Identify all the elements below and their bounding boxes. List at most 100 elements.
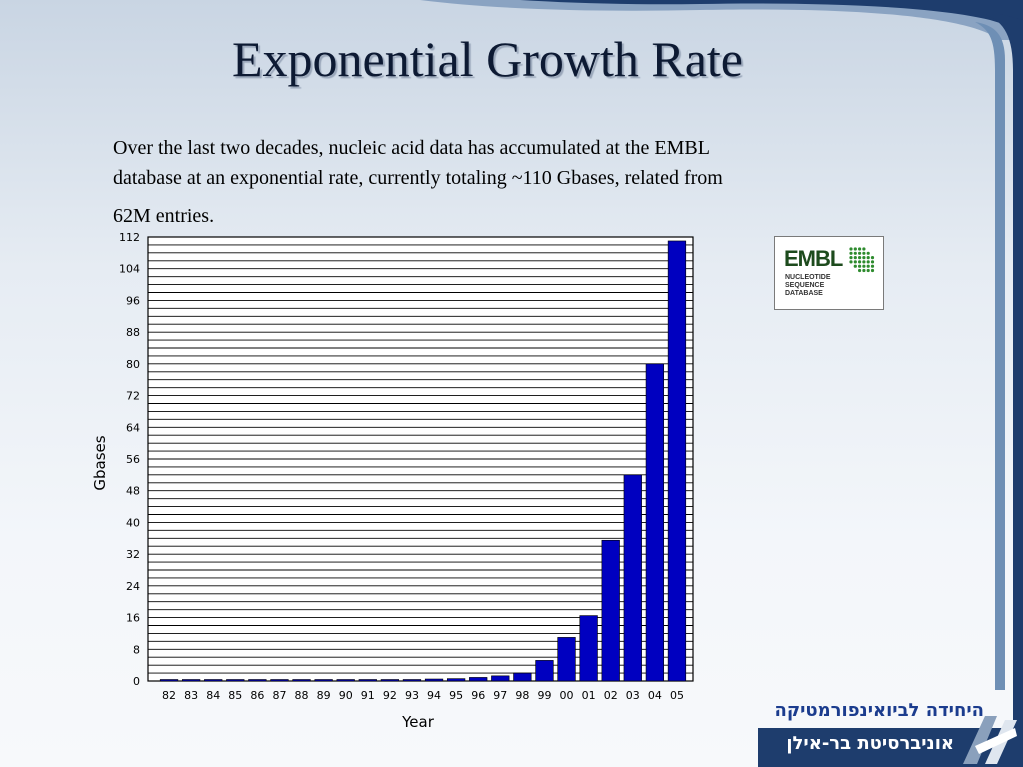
embl-dot (858, 268, 862, 273)
x-axis-label: Year (401, 713, 435, 731)
embl-dot (870, 264, 875, 268)
x-tick-label: 88 (295, 689, 309, 702)
embl-logo-sub: DATABASE (785, 290, 823, 297)
bar-93 (402, 679, 422, 682)
university-name-label: אוניברסיטת בר-אילן (786, 733, 954, 754)
description-line: Over the last two decades, nucleic acid … (113, 137, 710, 159)
embl-logo-sub: NUCLEOTIDE (785, 274, 831, 281)
bar-87 (270, 679, 289, 682)
x-tick-label: 93 (405, 689, 419, 702)
x-tick-label: 83 (184, 689, 198, 702)
y-tick-label: 88 (126, 326, 140, 339)
y-tick-label: 72 (126, 390, 140, 403)
description-line: database at an exponential rate, current… (113, 167, 723, 189)
x-tick-label: 04 (648, 689, 662, 702)
x-tick-label: 98 (515, 689, 529, 702)
y-tick-label: 48 (126, 485, 140, 498)
embl-dot (853, 247, 857, 251)
embl-dots-icon (849, 247, 875, 273)
embl-dot (870, 256, 875, 260)
y-axis-ticks: 0 8 16 24 32 40 48 56 64 72 80 88 96 104 112 (119, 231, 140, 688)
embl-dot (862, 256, 866, 260)
frame-top-band-dark (520, 0, 1023, 30)
x-tick-label: 86 (250, 689, 264, 702)
y-tick-label: 80 (126, 358, 140, 371)
embl-dot (849, 247, 853, 251)
embl-dot (858, 256, 862, 260)
embl-dot (866, 251, 870, 255)
embl-dot (858, 251, 862, 255)
bar-95 (446, 678, 466, 682)
bar-82 (159, 679, 179, 682)
bar-04 (645, 363, 665, 682)
bar-92 (380, 679, 400, 682)
embl-logo: EMBL NUCLEOTIDE SEQUENCE DATABASE (774, 236, 884, 310)
frame-right-band-light (975, 22, 1005, 690)
bar-98 (513, 672, 532, 682)
y-tick-label: 56 (126, 453, 140, 466)
bar-ilan-logo-icon (963, 716, 1017, 764)
bar-86 (248, 679, 267, 682)
embl-dot (858, 264, 862, 268)
bar-85 (226, 679, 245, 682)
y-tick-label: 24 (126, 580, 140, 593)
embl-dot (862, 268, 866, 273)
embl-dot (849, 256, 853, 260)
y-tick-label: 32 (126, 548, 140, 561)
chart-grid (147, 236, 694, 682)
embl-dot (853, 251, 857, 255)
y-tick-label: 0 (133, 675, 140, 688)
x-axis-ticks: 82 83 84 85 86 87 88 89 90 91 92 93 94 95 96 97 98 99 00 01… (162, 689, 684, 702)
growth-bar-chart: 0 8 16 24 32 40 48 56 64 72 80 88 96 104 112 82 83 84 85 8… (91, 231, 694, 731)
x-tick-label: 03 (626, 689, 640, 702)
embl-dot (853, 260, 857, 264)
y-tick-label: 8 (133, 643, 140, 656)
bar-94 (424, 678, 444, 682)
y-tick-label: 40 (126, 516, 140, 529)
y-tick-label: 112 (119, 231, 140, 244)
x-tick-label: 96 (471, 689, 485, 702)
frame-top-band-light (420, 0, 1023, 40)
bar-84 (204, 679, 223, 682)
bar-00 (557, 637, 576, 682)
x-tick-label: 90 (339, 689, 353, 702)
embl-dot (862, 260, 866, 264)
embl-dot (866, 264, 870, 268)
frame-right-band-dark (985, 14, 1023, 767)
bar-83 (181, 679, 201, 682)
embl-dot (866, 268, 870, 273)
embl-dot (870, 260, 875, 264)
x-tick-label: 01 (582, 689, 596, 702)
x-tick-label: 05 (670, 689, 684, 702)
chart-bars (159, 240, 687, 682)
description-paragraph: Over the last two decades, nucleic acid … (113, 133, 833, 239)
bar-96 (469, 677, 488, 682)
bar-99 (535, 660, 554, 682)
bar-88 (292, 679, 311, 682)
y-axis-label: Gbases (91, 435, 109, 490)
x-tick-label: 89 (317, 689, 331, 702)
bar-89 (314, 679, 333, 682)
bar-97 (491, 675, 510, 682)
y-tick-label: 104 (119, 263, 140, 276)
x-tick-label: 82 (162, 689, 176, 702)
embl-dot (870, 268, 875, 273)
y-tick-label: 96 (126, 294, 140, 307)
embl-logo-sub: SEQUENCE (785, 282, 825, 289)
x-tick-label: 85 (228, 689, 242, 702)
x-tick-label: 00 (560, 689, 574, 702)
embl-logo-word: EMBL (784, 246, 843, 271)
y-tick-label: 16 (126, 612, 140, 625)
bar-05 (667, 240, 687, 682)
x-tick-label: 92 (383, 689, 397, 702)
bar-91 (358, 679, 377, 682)
embl-dot (862, 251, 866, 255)
embl-dot (858, 247, 862, 251)
embl-dot (866, 260, 870, 264)
y-tick-label: 64 (126, 421, 140, 434)
embl-dot (849, 260, 853, 264)
x-tick-label: 84 (206, 689, 220, 702)
slide-title: Exponential Growth Rate (232, 31, 743, 87)
embl-dot (853, 264, 857, 268)
